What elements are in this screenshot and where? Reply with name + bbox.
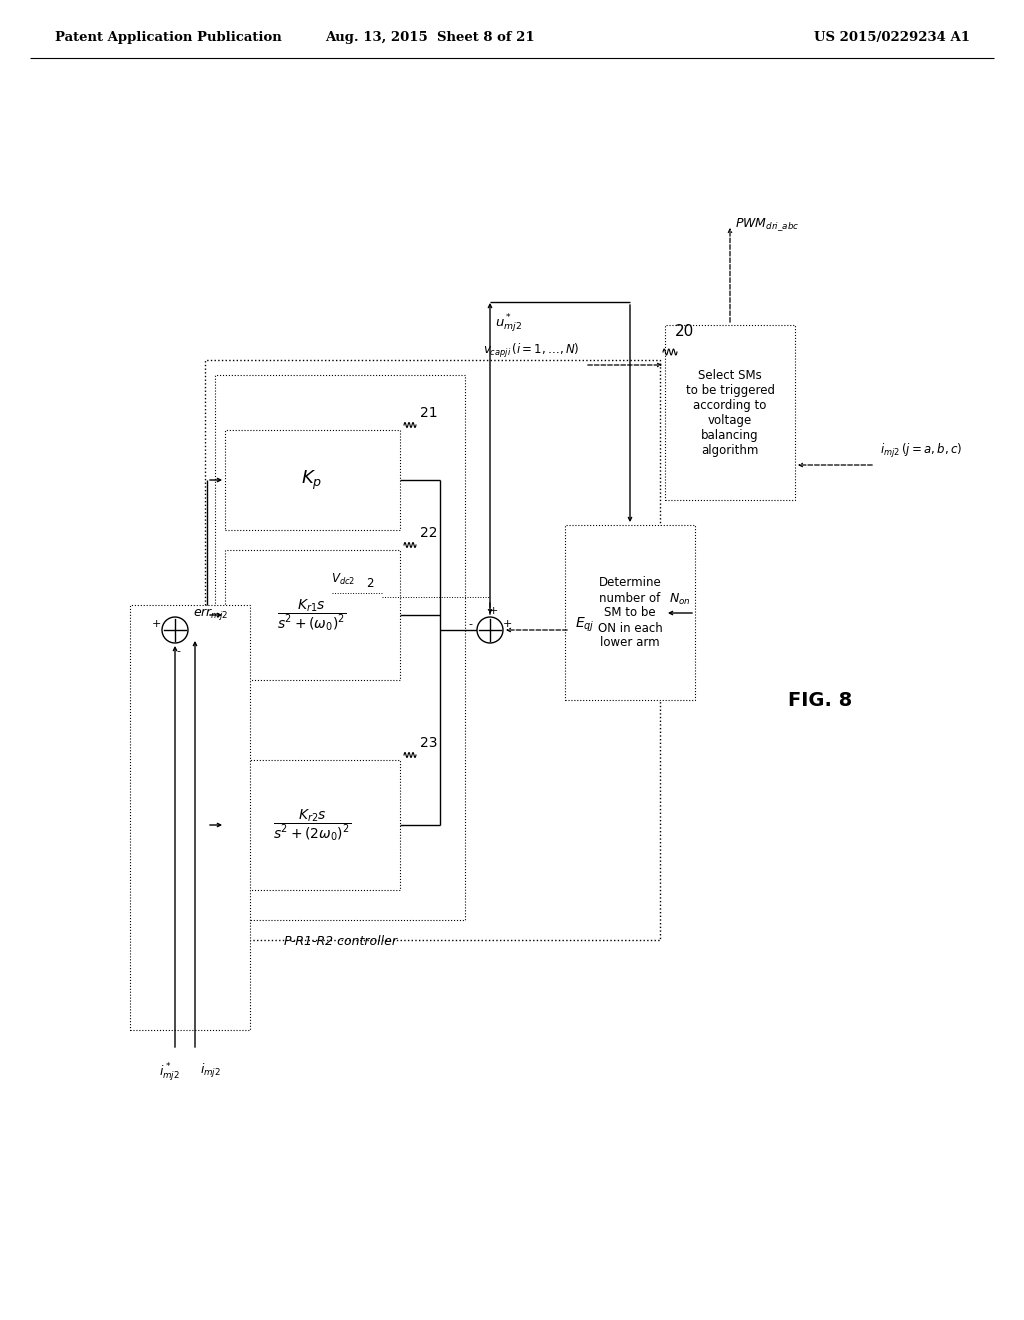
Text: Determine
number of
SM to be
ON in each
lower arm: Determine number of SM to be ON in each … [598, 577, 663, 649]
Text: $E_{qj}$: $E_{qj}$ [575, 616, 595, 634]
Text: $i^*_{mj2}$: $i^*_{mj2}$ [160, 1063, 180, 1084]
Circle shape [477, 616, 503, 643]
Bar [225, 550, 400, 680]
Text: Select SMs
to be triggered
according to
voltage
balancing
algorithm: Select SMs to be triggered according to … [685, 370, 774, 457]
Text: +: + [503, 619, 512, 630]
Text: $i_{mj2}$: $i_{mj2}$ [200, 1063, 221, 1080]
Text: +: + [488, 606, 498, 616]
Bar [225, 760, 400, 890]
Text: +: + [152, 619, 161, 630]
Text: US 2015/0229234 A1: US 2015/0229234 A1 [814, 32, 970, 45]
Text: $err_{mj2}$: $err_{mj2}$ [193, 606, 228, 622]
Bar [225, 430, 400, 531]
Bar [215, 375, 465, 920]
Text: $N_{on}$: $N_{on}$ [669, 591, 691, 607]
Text: FIG. 8: FIG. 8 [787, 690, 852, 710]
Text: 22: 22 [420, 525, 437, 540]
Text: -: - [468, 619, 472, 630]
Bar [565, 525, 695, 700]
Text: $u^*_{mj2}$: $u^*_{mj2}$ [495, 313, 522, 335]
Text: 23: 23 [420, 737, 437, 750]
Bar [130, 605, 250, 1030]
Circle shape [162, 616, 188, 643]
Text: $\dfrac{K_{r1}s}{s^2+(\omega_0)^2}$: $\dfrac{K_{r1}s}{s^2+(\omega_0)^2}$ [278, 597, 346, 632]
Text: Aug. 13, 2015  Sheet 8 of 21: Aug. 13, 2015 Sheet 8 of 21 [326, 32, 535, 45]
Text: -: - [176, 645, 180, 656]
Bar [665, 325, 795, 500]
Text: $\dfrac{K_{r2}s}{s^2+(2\omega_0)^2}$: $\dfrac{K_{r2}s}{s^2+(2\omega_0)^2}$ [273, 807, 351, 843]
Text: $V_{dc2}$: $V_{dc2}$ [331, 572, 355, 587]
Text: 20: 20 [675, 325, 694, 339]
Text: 21: 21 [420, 407, 437, 420]
Text: $v_{capji}\,(i=1,\ldots,N)$: $v_{capji}\,(i=1,\ldots,N)$ [483, 342, 580, 360]
Text: $i_{mj2}\,(j=a,b,c)$: $i_{mj2}\,(j=a,b,c)$ [880, 442, 963, 459]
Text: 2: 2 [367, 577, 374, 590]
Text: $K_p$: $K_p$ [301, 469, 323, 491]
Bar [205, 360, 660, 940]
Text: P-R1-R2 controller: P-R1-R2 controller [284, 935, 396, 948]
Text: Patent Application Publication: Patent Application Publication [55, 32, 282, 45]
Text: $PWM_{dri\_abc}$: $PWM_{dri\_abc}$ [735, 216, 800, 234]
